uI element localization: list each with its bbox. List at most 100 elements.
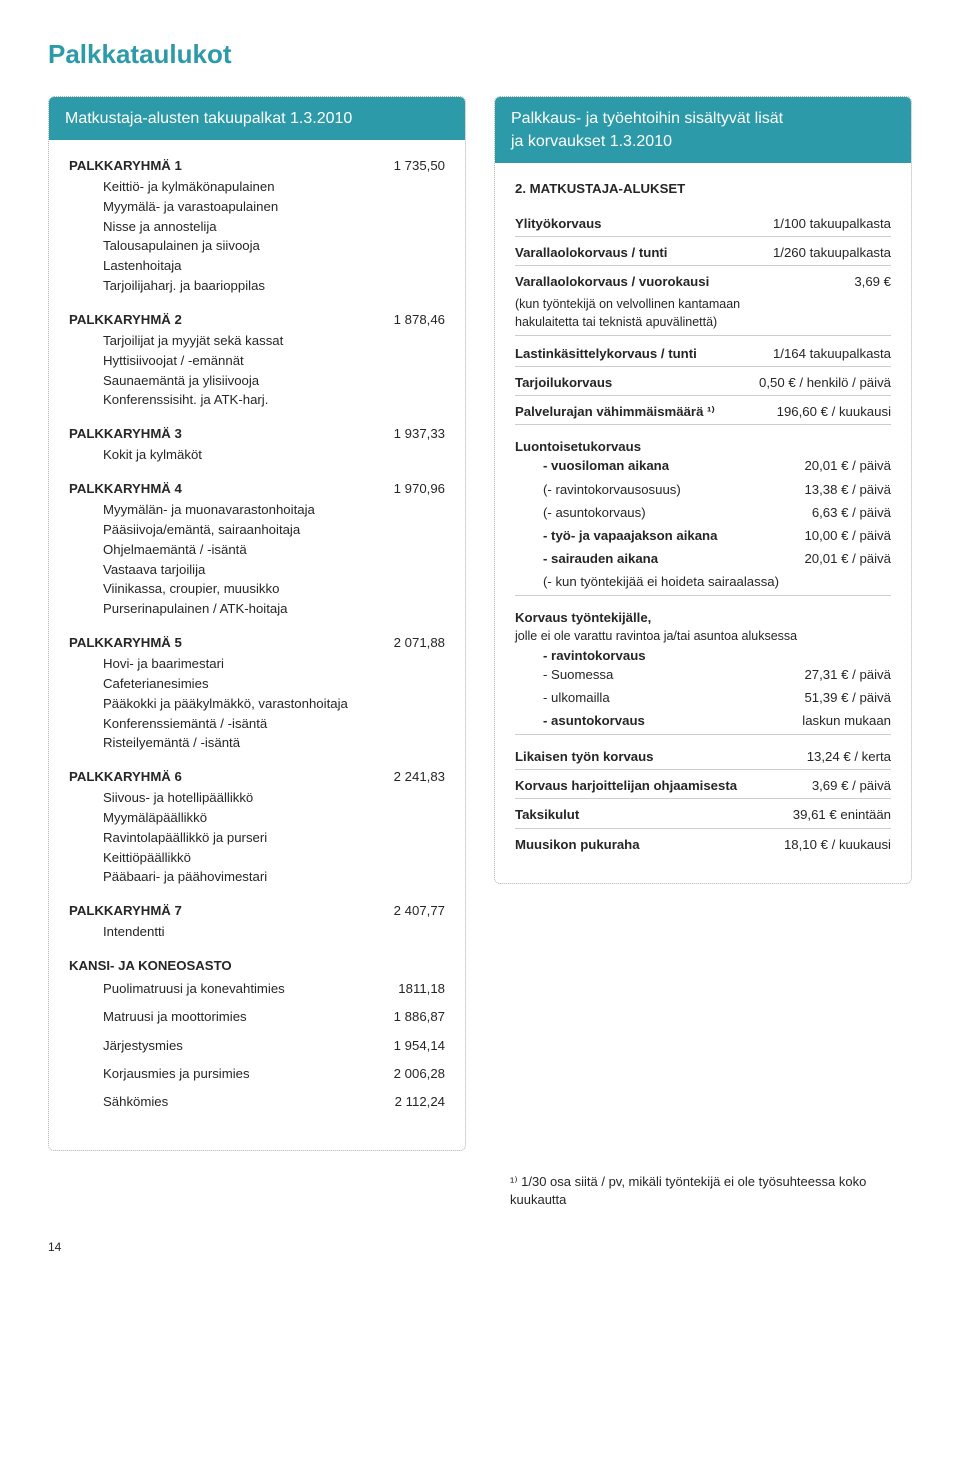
row-value: 196,60 € / kuukausi — [767, 402, 891, 421]
row-value: 1/164 takuupalkasta — [763, 344, 891, 363]
ko-label: Matruusi ja moottorimies — [103, 1007, 247, 1026]
row-value: 3,69 € — [844, 272, 891, 291]
row-label: Taksikulut — [515, 805, 579, 824]
luonto-label: - sairauden aikana — [543, 549, 658, 568]
list-item: Pääkokki ja pääkylmäkkö, varastonhoitaja — [103, 694, 445, 714]
row-label: Varallaolokorvaus / tunti — [515, 243, 667, 262]
list-item: Vastaava tarjoilija — [103, 560, 445, 580]
asunto-label: - asuntokorvaus — [543, 711, 645, 730]
group-title: PALKKARYHMÄ 6 — [69, 767, 182, 786]
list-item: Cafeterianesimies — [103, 674, 445, 694]
right-panel: Palkkaus- ja työehtoihin sisältyvät lisä… — [494, 96, 912, 884]
korvaus-label: - Suomessa — [543, 665, 613, 684]
row-label: Palvelurajan vähimmäismäärä ¹⁾ — [515, 402, 715, 421]
page-title: Palkkataulukot — [48, 36, 912, 74]
row-value: 18,10 € / kuukausi — [774, 835, 891, 854]
salary-group: PALKKARYHMÄ 4 1 970,96 Myymälän- ja muon… — [69, 479, 445, 619]
row-value: 1/260 takuupalkasta — [763, 243, 891, 262]
ko-label: Sähkömies — [103, 1092, 168, 1111]
list-item: Myymäläpäällikkö — [103, 808, 445, 828]
list-item: Siivous- ja hotellipäällikkö — [103, 788, 445, 808]
left-heading: Matkustaja-alusten takuupalkat 1.3.2010 — [49, 97, 465, 140]
list-item: Intendentti — [103, 922, 445, 942]
row-sublabel: hakulaitetta tai teknistä apuvälinettä) — [515, 313, 891, 331]
group-title: PALKKARYHMÄ 2 — [69, 310, 182, 329]
group-title: PALKKARYHMÄ 7 — [69, 901, 182, 920]
group-value: 1 878,46 — [394, 310, 445, 329]
luonto-value: 20,01 € / päivä — [794, 549, 891, 568]
group-title: PALKKARYHMÄ 4 — [69, 479, 182, 498]
list-item: Pääsiivoja/emäntä, sairaanhoitaja — [103, 520, 445, 540]
salary-group: PALKKARYHMÄ 6 2 241,83 Siivous- ja hotel… — [69, 767, 445, 887]
list-item: Tarjoilijaharj. ja baarioppilas — [103, 276, 445, 296]
row-value: 39,61 € enintään — [783, 805, 891, 824]
list-item: Pääbaari- ja päähovimestari — [103, 867, 445, 887]
luonto-value: 10,00 € / päivä — [794, 526, 891, 545]
list-item: Keittiöpäällikkö — [103, 848, 445, 868]
korvaus-value: 51,39 € / päivä — [794, 688, 891, 707]
korvaus-title: Korvaus työntekijälle, — [515, 608, 891, 627]
luonto-title: Luontoisetukorvaus — [515, 437, 891, 456]
ko-label: Puolimatruusi ja konevahtimies — [103, 979, 285, 998]
group-value: 2 071,88 — [394, 633, 445, 652]
group-value: 2 241,83 — [394, 767, 445, 786]
list-item: Purserinapulainen / ATK-hoitaja — [103, 599, 445, 619]
list-item: Risteilyemäntä / -isäntä — [103, 733, 445, 753]
luonto-tail: (- kun työntekijää ei hoideta sairaalass… — [543, 572, 891, 591]
list-item: Hyttisiivoojat / -emännät — [103, 351, 445, 371]
row-label: Tarjoilukorvaus — [515, 373, 612, 392]
row-label: Lastinkäsittelykorvaus / tunti — [515, 344, 697, 363]
list-item: Lastenhoitaja — [103, 256, 445, 276]
row-sublabel: (kun työntekijä on velvollinen kantamaan — [515, 295, 891, 313]
salary-group: PALKKARYHMÄ 2 1 878,46 Tarjoilijat ja my… — [69, 310, 445, 410]
luonto-value: 20,01 € / päivä — [794, 456, 891, 475]
list-item: Keittiö- ja kylmäkönapulainen — [103, 177, 445, 197]
list-item: Myymälän- ja muonavarastonhoitaja — [103, 500, 445, 520]
section-head: 2. MATKUSTAJA-ALUKSET — [515, 179, 891, 198]
row-value: 1/100 takuupalkasta — [763, 214, 891, 233]
group-value: 1 937,33 — [394, 424, 445, 443]
ko-value: 1 954,14 — [384, 1036, 445, 1055]
list-item: Kokit ja kylmäköt — [103, 445, 445, 465]
list-item: Konferenssisiht. ja ATK-harj. — [103, 390, 445, 410]
group-title: PALKKARYHMÄ 3 — [69, 424, 182, 443]
deck-engine-section: KANSI- JA KONEOSASTO Puolimatruusi ja ko… — [69, 956, 445, 1114]
list-item: Myymälä- ja varastoapulainen — [103, 197, 445, 217]
ko-value: 2 006,28 — [384, 1064, 445, 1083]
row-value: 3,69 € / päivä — [802, 776, 891, 795]
group-title: PALKKARYHMÄ 1 — [69, 156, 182, 175]
list-item: Hovi- ja baarimestari — [103, 654, 445, 674]
group-value: 2 407,77 — [394, 901, 445, 920]
list-item: Viinikassa, croupier, muusikko — [103, 579, 445, 599]
group-title: PALKKARYHMÄ 5 — [69, 633, 182, 652]
group-value: 1 735,50 — [394, 156, 445, 175]
row-label: Muusikon pukuraha — [515, 835, 640, 854]
heading-line2: ja korvaukset 1.3.2010 — [511, 133, 672, 150]
luonto-label: (- asuntokorvaus) — [543, 503, 646, 522]
heading-line1: Palkkaus- ja työehtoihin sisältyvät lisä… — [511, 110, 783, 127]
luonto-value: 13,38 € / päivä — [794, 480, 891, 499]
korvaus-label: - ulkomailla — [543, 688, 610, 707]
row-label: Ylityökorvaus — [515, 214, 602, 233]
ko-value: 2 112,24 — [385, 1092, 445, 1111]
list-item: Konferenssiemäntä / -isäntä — [103, 714, 445, 734]
row-label: Korvaus harjoittelijan ohjaamisesta — [515, 776, 737, 795]
list-item: Ohjelmaemäntä / -isäntä — [103, 540, 445, 560]
korvaus-value: 27,31 € / päivä — [794, 665, 891, 684]
list-item: Nisse ja annostelija — [103, 217, 445, 237]
ko-value: 1811,18 — [388, 979, 445, 998]
salary-group: PALKKARYHMÄ 3 1 937,33 Kokit ja kylmäköt — [69, 424, 445, 465]
list-item: Ravintolapäällikkö ja purseri — [103, 828, 445, 848]
page-number: 14 — [48, 1239, 912, 1256]
footnote: ¹⁾ 1/30 osa siitä / pv, mikäli työntekij… — [504, 1169, 904, 1213]
salary-group: PALKKARYHMÄ 7 2 407,77 Intendentti — [69, 901, 445, 942]
rav-label: - ravintokorvaus — [543, 646, 891, 665]
luonto-label: (- ravintokorvausosuus) — [543, 480, 681, 499]
luonto-label: - vuosiloman aikana — [543, 456, 669, 475]
right-heading: Palkkaus- ja työehtoihin sisältyvät lisä… — [495, 97, 911, 163]
section-title: KANSI- JA KONEOSASTO — [69, 956, 445, 975]
luonto-value: 6,63 € / päivä — [802, 503, 891, 522]
salary-group: PALKKARYHMÄ 1 1 735,50 Keittiö- ja kylmä… — [69, 156, 445, 296]
list-item: Talousapulainen ja siivooja — [103, 236, 445, 256]
list-item: Tarjoilijat ja myyjät sekä kassat — [103, 331, 445, 351]
